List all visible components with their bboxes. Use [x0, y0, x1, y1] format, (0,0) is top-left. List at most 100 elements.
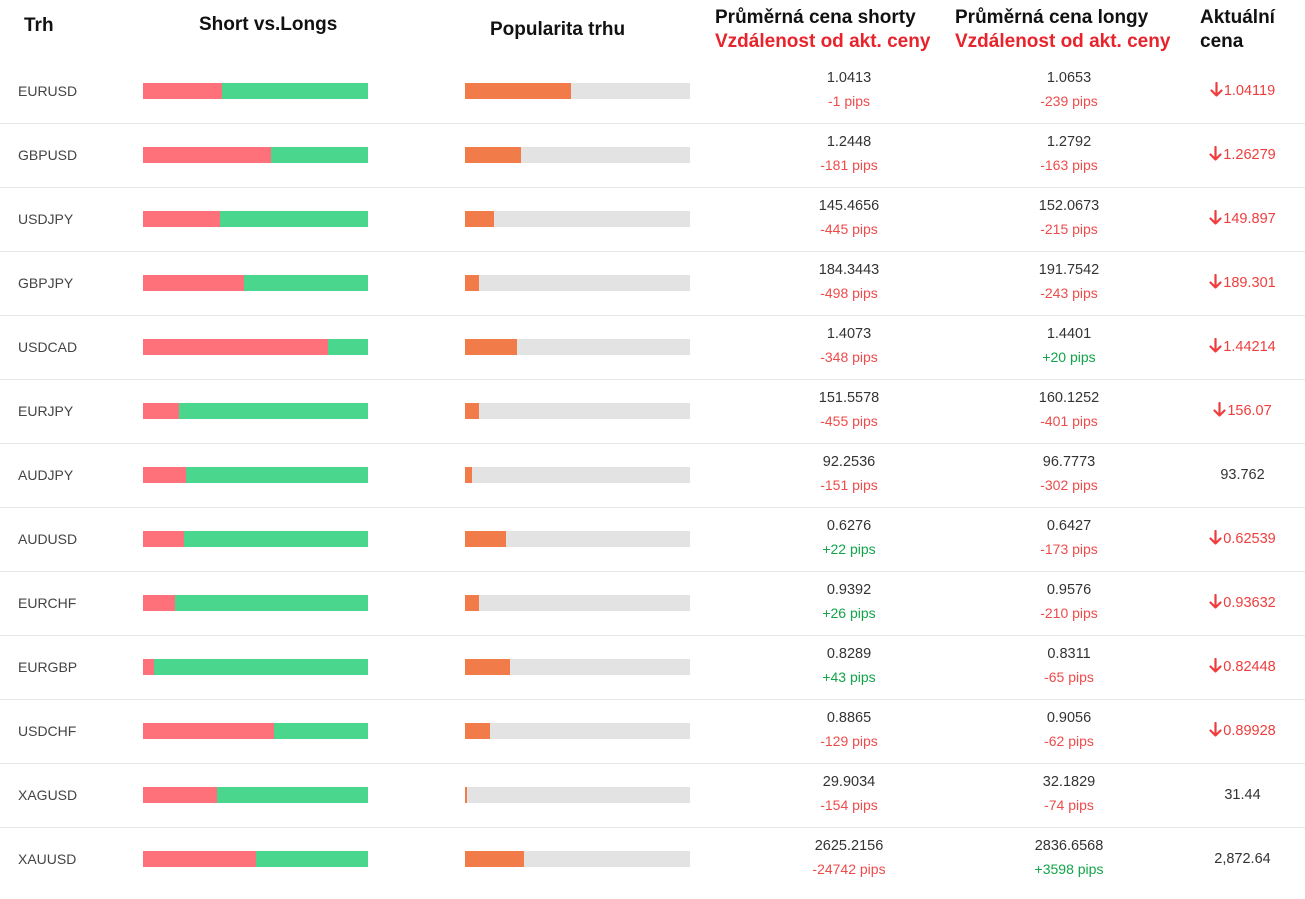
current-price-value: 0.62539 [1223, 531, 1276, 547]
avg-long-price: 0.8311 [1047, 646, 1091, 662]
avg-long-distance: -243 pips [1040, 285, 1098, 301]
popularity-bar [465, 787, 690, 803]
market-pair: AUDUSD [18, 531, 78, 547]
header-popularity: Popularita trhu [490, 19, 626, 40]
avg-short-distance: +26 pips [822, 605, 876, 621]
short-vs-long-bar [143, 147, 368, 163]
market-pair: EURJPY [18, 403, 74, 419]
table-row[interactable]: XAUUSD 2625.2156 -24742 pips 2836.6568 +… [0, 828, 1305, 891]
header-current-price: Aktuální cena [1200, 6, 1275, 54]
popularity-bar [465, 403, 690, 419]
table-row[interactable]: XAGUSD 29.9034 -154 pips 32.1829 -74 pip… [0, 764, 1305, 828]
avg-short-distance: -1 pips [827, 93, 871, 109]
avg-long-distance: -62 pips [1044, 733, 1094, 749]
short-vs-long-bar [143, 275, 368, 291]
header-avg-long-distance: Vzdálenost od akt. ceny [955, 31, 1171, 52]
short-vs-long-bar [143, 403, 368, 419]
table-row[interactable]: USDCHF 0.8865 -129 pips 0.9056 -62 pips … [0, 700, 1305, 764]
short-fill [143, 339, 328, 355]
short-fill [143, 403, 179, 419]
short-fill [143, 147, 272, 163]
avg-long-distance: -74 pips [1044, 797, 1094, 813]
table-row[interactable]: EURUSD 1.0413 -1 pips 1.0653 -239 pips 1… [0, 60, 1305, 124]
avg-long-price: 191.7542 [1038, 262, 1100, 278]
table-row[interactable]: AUDUSD 0.6276 +22 pips 0.6427 -173 pips … [0, 508, 1305, 572]
short-fill [143, 659, 155, 675]
avg-short-price: 1.0413 [826, 70, 872, 86]
popularity-bar [465, 595, 690, 611]
popularity-fill [465, 787, 468, 803]
avg-short-distance: -129 pips [820, 733, 878, 749]
avg-long-price: 0.9576 [1046, 582, 1092, 598]
popularity-bar [465, 211, 690, 227]
popularity-fill [465, 403, 479, 419]
avg-short-price: 29.9034 [822, 774, 876, 790]
avg-short-distance: +22 pips [822, 541, 876, 557]
short-vs-long-bar [143, 83, 368, 99]
market-table: EURUSD 1.0413 -1 pips 1.0653 -239 pips 1… [0, 60, 1305, 891]
down-arrow-icon [1209, 530, 1222, 545]
avg-long-price: 1.4401 [1046, 326, 1092, 342]
down-arrow-icon [1209, 722, 1222, 737]
popularity-fill [465, 83, 571, 99]
avg-long-price: 0.6427 [1046, 518, 1092, 534]
header-avg-long: Průměrná cena longy Vzdálenost od akt. c… [955, 6, 1170, 54]
current-price: 0.62539 [1180, 508, 1305, 571]
current-price: 156.07 [1180, 380, 1305, 443]
avg-long-distance: -302 pips [1040, 477, 1098, 493]
table-row[interactable]: EURCHF 0.9392 +26 pips 0.9576 -210 pips … [0, 572, 1305, 636]
popularity-bar [465, 723, 690, 739]
avg-short-distance: -151 pips [820, 477, 878, 493]
down-arrow-icon [1209, 338, 1222, 353]
avg-short-distance: -498 pips [820, 285, 878, 301]
avg-long-distance: -210 pips [1040, 605, 1098, 621]
avg-short-price: 0.9392 [826, 582, 872, 598]
market-pair: USDJPY [18, 211, 74, 227]
avg-short-price: 0.8865 [826, 710, 872, 726]
table-row[interactable]: EURJPY 151.5578 -455 pips 160.1252 -401 … [0, 380, 1305, 444]
table-row[interactable]: EURGBP 0.8289 +43 pips 0.8311 -65 pips 0… [0, 636, 1305, 700]
table-row[interactable]: GBPUSD 1.2448 -181 pips 1.2792 -163 pips… [0, 124, 1305, 188]
current-price: 2,872.64 [1180, 828, 1305, 891]
avg-short-price: 1.2448 [826, 134, 872, 150]
table-header: Trh Short vs.Longs Popularita trhu Průmě… [0, 0, 1305, 60]
popularity-bar [465, 147, 690, 163]
avg-short-distance: -348 pips [820, 349, 878, 365]
short-vs-long-bar [143, 787, 368, 803]
avg-long-price: 1.2792 [1046, 134, 1092, 150]
table-row[interactable]: AUDJPY 92.2536 -151 pips 96.7773 -302 pi… [0, 444, 1305, 508]
current-price-value: 0.93632 [1223, 595, 1276, 611]
short-fill [143, 275, 245, 291]
avg-long-distance: -239 pips [1040, 93, 1098, 109]
current-price: 1.26279 [1180, 124, 1305, 187]
short-vs-long-bar [143, 723, 368, 739]
avg-short-price: 184.3443 [818, 262, 880, 278]
short-fill [143, 467, 186, 483]
down-arrow-icon [1209, 210, 1222, 225]
header-current-line1: Aktuální [1200, 7, 1275, 28]
avg-long-distance: -173 pips [1040, 541, 1098, 557]
down-arrow-icon [1209, 146, 1222, 161]
avg-short-price: 1.4073 [826, 326, 872, 342]
table-row[interactable]: USDJPY 145.4656 -445 pips 152.0673 -215 … [0, 188, 1305, 252]
down-arrow-icon [1210, 82, 1223, 97]
popularity-fill [465, 723, 490, 739]
table-row[interactable]: GBPJPY 184.3443 -498 pips 191.7542 -243 … [0, 252, 1305, 316]
avg-short-distance: -24742 pips [812, 861, 886, 877]
avg-long-price: 1.0653 [1046, 70, 1092, 86]
avg-short-price: 0.6276 [826, 518, 872, 534]
current-price: 31.44 [1180, 764, 1305, 827]
current-price-value: 149.897 [1223, 211, 1276, 227]
avg-long-distance: -163 pips [1040, 157, 1098, 173]
table-row[interactable]: USDCAD 1.4073 -348 pips 1.4401 +20 pips … [0, 316, 1305, 380]
avg-long-distance: +3598 pips [1034, 861, 1104, 877]
popularity-bar [465, 83, 690, 99]
market-pair: EURUSD [18, 83, 78, 99]
avg-long-price: 0.9056 [1046, 710, 1092, 726]
down-arrow-icon [1209, 274, 1222, 289]
avg-short-price: 0.8289 [826, 646, 872, 662]
popularity-fill [465, 595, 479, 611]
short-vs-long-bar [143, 211, 368, 227]
short-vs-long-bar [143, 659, 368, 675]
header-market: Trh [24, 15, 54, 36]
